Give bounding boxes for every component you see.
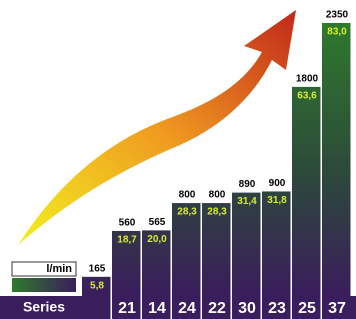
value-label: 165 (89, 263, 106, 274)
value-label: 83,0 (327, 27, 347, 38)
value-label: 800 (209, 190, 226, 201)
x-tick-label: 22 (208, 300, 226, 317)
bar (262, 191, 291, 296)
bar (232, 193, 261, 296)
x-tick-label: 14 (148, 300, 166, 317)
value-label: 20,0 (147, 234, 167, 245)
bar (322, 23, 351, 296)
chart: Series l/min 165 5,8 560 18,7 21 565 20,0 14 800… (0, 0, 356, 319)
value-label: 28,3 (177, 207, 197, 218)
value-label: 2350 (326, 10, 349, 21)
x-tick-label: 23 (268, 300, 286, 317)
value-label: 565 (149, 217, 166, 228)
value-label: 63,6 (297, 91, 317, 102)
value-label: 28,3 (207, 207, 227, 218)
x-tick-label: 37 (328, 300, 346, 317)
value-label: 18,7 (117, 235, 137, 246)
page: {"chart_data": {"type": "bar", "categori… (0, 0, 356, 319)
value-label: 1800 (296, 74, 319, 85)
x-tick-label: 21 (118, 300, 136, 317)
bar (292, 87, 321, 296)
x-tick-label: 24 (178, 300, 196, 317)
legend-swatch (12, 278, 76, 292)
value-label: 31,4 (237, 196, 257, 207)
series-label: Series (23, 299, 65, 315)
value-label: 900 (269, 178, 286, 189)
value-label: 800 (179, 190, 196, 201)
x-tick-label: 25 (298, 300, 316, 317)
value-label: 5,8 (90, 280, 104, 291)
value-label: 31,8 (267, 195, 287, 206)
x-tick-label: 30 (238, 300, 256, 317)
value-label: 560 (119, 218, 136, 229)
value-label: 890 (239, 179, 256, 190)
legend-label: l/min (46, 263, 72, 275)
